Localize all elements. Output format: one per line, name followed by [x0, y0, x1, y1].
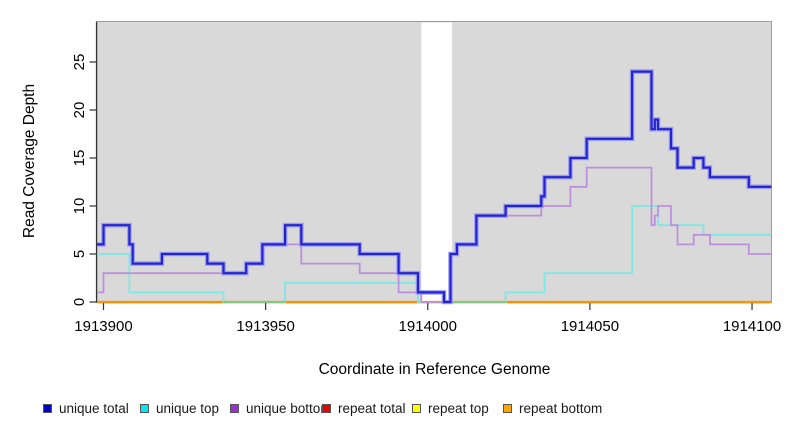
- legend-item-repeat-bottom: repeat bottom: [503, 397, 602, 419]
- legend-label: repeat total: [338, 400, 406, 416]
- unique-bottom-swatch-icon: [230, 403, 239, 413]
- repeat-bottom-swatch-icon: [503, 403, 512, 413]
- legend-item-repeat-top: repeat top: [412, 397, 489, 419]
- x-tick-label: 1913900: [74, 318, 132, 335]
- legend-label: unique top: [156, 400, 220, 416]
- legend: unique total unique top unique bottom re…: [0, 397, 792, 421]
- series-unique-total: [97, 70, 772, 304]
- legend-item-unique-top: unique top: [140, 397, 219, 419]
- legend-label: repeat top: [428, 400, 489, 416]
- unique-top-swatch-icon: [140, 403, 149, 413]
- legend-item-unique-total: unique total: [43, 397, 129, 419]
- series-unique-top: [97, 205, 772, 303]
- y-tick-label: 20: [71, 102, 88, 119]
- legend-item-unique-bottom: unique bottom: [230, 397, 332, 419]
- x-axis-title: Coordinate in Reference Genome: [318, 361, 551, 378]
- legend-item-repeat-total: repeat total: [322, 397, 406, 419]
- legend-label: unique total: [59, 400, 129, 416]
- repeat-top-swatch-icon: [412, 403, 421, 413]
- y-axis-title: Read Coverage Depth: [21, 83, 38, 239]
- y-tick-label: 25: [71, 54, 88, 71]
- y-tick-label: 15: [71, 150, 88, 167]
- x-tick-label: 1914050: [561, 318, 619, 335]
- y-tick-label: 5: [71, 250, 88, 258]
- legend-label: unique bottom: [246, 400, 332, 416]
- x-tick-label: 1913950: [236, 318, 294, 335]
- x-tick-label: 1914100: [723, 318, 781, 335]
- unique-total-swatch-icon: [43, 403, 52, 413]
- y-tick-label: 10: [71, 198, 88, 215]
- legend-label: repeat bottom: [519, 400, 603, 416]
- x-tick-label: 1914000: [399, 318, 457, 335]
- repeat-total-swatch-icon: [322, 403, 331, 413]
- series-unique-bottom: [97, 166, 772, 303]
- gap-region: [421, 22, 453, 302]
- y-tick-label: 0: [71, 298, 88, 306]
